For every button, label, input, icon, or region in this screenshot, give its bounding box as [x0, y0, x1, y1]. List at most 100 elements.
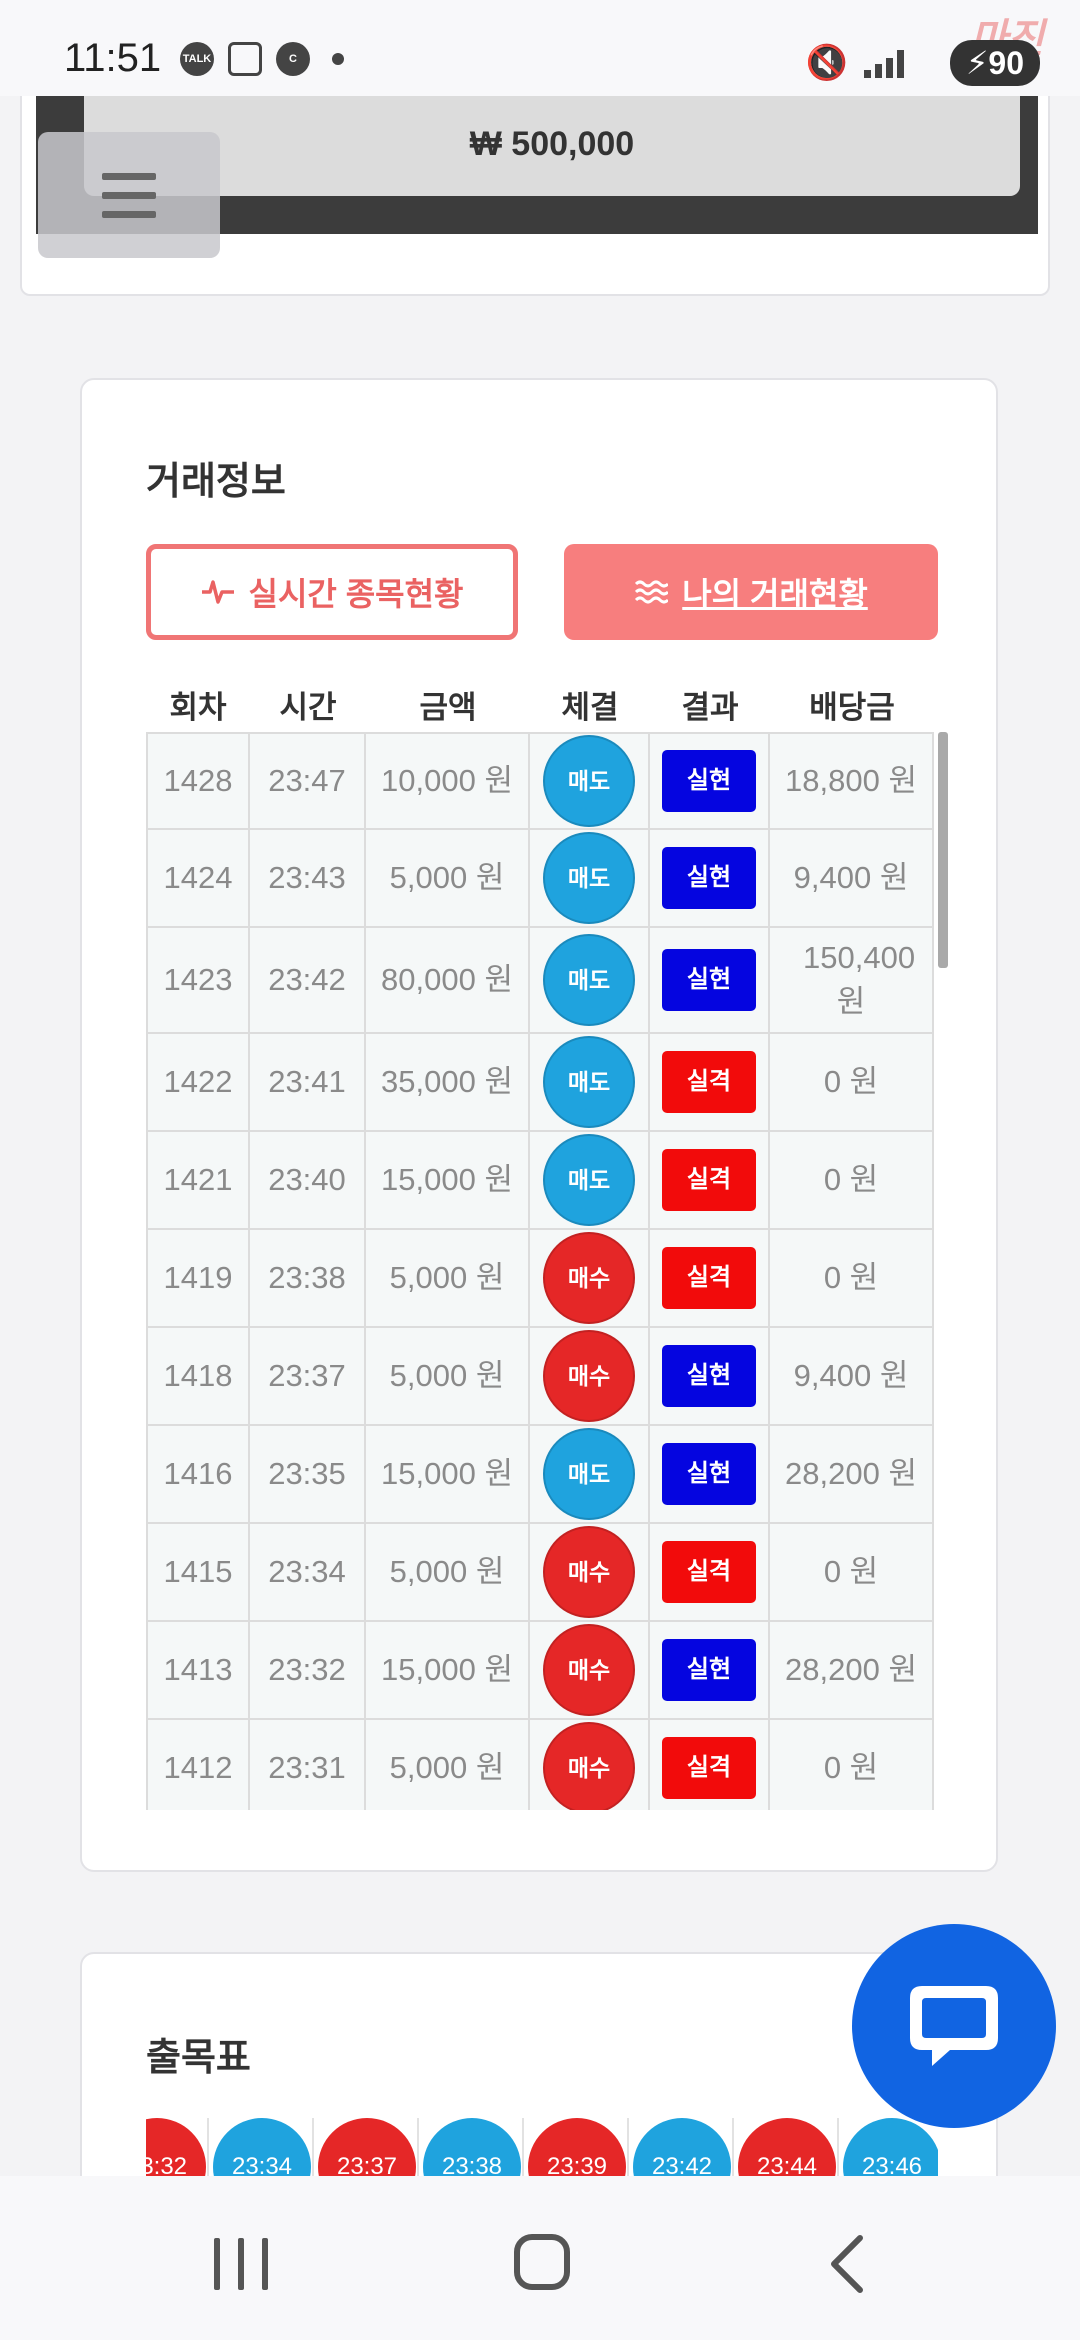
time-value: 23:41 [268, 1064, 346, 1099]
table-scrollbar[interactable] [938, 732, 948, 968]
round-cell: 1421 [146, 1132, 250, 1230]
trade-cell: 매도 [530, 1132, 650, 1230]
time-cell: 23:35 [250, 1426, 366, 1524]
time-value: 23:31 [268, 1750, 346, 1785]
result-cell: 실격 [650, 1132, 770, 1230]
payout-cell: 150,400 원 [770, 928, 934, 1034]
table-row: 1423 23:42 80,000 원 매도 실현 150,400 원 [146, 928, 938, 1034]
amount-cell: 10,000 원 [366, 732, 530, 830]
pulse-icon [201, 580, 234, 604]
hamburger-icon [102, 191, 156, 199]
schedule-title: 출목표 [146, 2037, 251, 2079]
menu-button[interactable] [38, 132, 220, 258]
col-round: 회차 [169, 689, 227, 725]
payout-cell: 0 원 [770, 1524, 934, 1622]
amount-cell: 5,000 원 [366, 830, 530, 928]
talk-icon: TALK [180, 42, 214, 76]
trade-badge: 매도 [543, 1134, 635, 1226]
time-value: 23:47 [268, 763, 346, 798]
result-badge: 실현 [662, 750, 756, 812]
result-badge: 실현 [662, 949, 756, 1011]
result-cell: 실격 [650, 1230, 770, 1328]
recent-apps-button[interactable] [214, 2238, 268, 2290]
trade-cell: 매도 [530, 1034, 650, 1132]
navigation-bar [0, 2176, 1080, 2340]
table-row: 1418 23:37 5,000 원 매수 실현 9,400 원 [146, 1328, 938, 1426]
round-value: 1412 [163, 1750, 233, 1785]
amount-value: 10,000 원 [381, 763, 513, 798]
trade-cell: 매수 [530, 1524, 650, 1622]
col-result: 결과 [681, 689, 739, 725]
table-row: 1413 23:32 15,000 원 매수 실현 28,200 원 [146, 1622, 938, 1720]
col-time: 시간 [279, 689, 337, 725]
trade-badge: 매도 [543, 1036, 635, 1128]
col-trade: 체결 [561, 689, 619, 725]
round-cell: 1415 [146, 1524, 250, 1622]
result-cell: 실현 [650, 1328, 770, 1426]
live-stock-status-button[interactable]: 실시간 종목현황 [146, 544, 518, 640]
payout-value: 9,400 원 [793, 1358, 909, 1393]
status-time: 11:51 [64, 36, 162, 80]
payout-value: 18,800 원 [785, 763, 917, 798]
amount-value: 80,000 원 [381, 962, 513, 997]
amount-cell: 15,000 원 [366, 1132, 530, 1230]
recent-apps-icon [214, 2238, 220, 2290]
result-cell: 실격 [650, 1034, 770, 1132]
trade-badge: 매수 [543, 1624, 635, 1716]
amount-cell: 5,000 원 [366, 1720, 530, 1810]
amount-value: 15,000 원 [381, 1162, 513, 1197]
time-cell: 23:31 [250, 1720, 366, 1810]
result-badge: 실격 [662, 1737, 756, 1799]
chat-bubble-icon [910, 1986, 998, 2066]
amount-cell: 5,000 원 [366, 1328, 530, 1426]
result-cell: 실격 [650, 1524, 770, 1622]
result-cell: 실현 [650, 732, 770, 830]
table-row: 1424 23:43 5,000 원 매도 실현 9,400 원 [146, 830, 938, 928]
more-notifications-icon [332, 53, 344, 65]
round-value: 1428 [163, 763, 233, 798]
hamburger-icon [102, 210, 156, 218]
result-badge: 실격 [662, 1051, 756, 1113]
back-button[interactable] [818, 2234, 878, 2294]
home-button[interactable] [514, 2234, 570, 2290]
chat-button[interactable] [852, 1924, 1056, 2128]
col-amount: 금액 [419, 689, 477, 725]
screenshot-icon [228, 42, 262, 76]
signal-icon [863, 48, 934, 78]
result-badge: 실격 [662, 1149, 756, 1211]
payout-cell: 0 원 [770, 1720, 934, 1810]
table-row: 1415 23:34 5,000 원 매수 실격 0 원 [146, 1524, 938, 1622]
round-value: 1422 [163, 1064, 233, 1099]
system-icons: 🔇 ⚡90 [806, 40, 1040, 86]
round-cell: 1412 [146, 1720, 250, 1810]
round-cell: 1416 [146, 1426, 250, 1524]
payout-cell: 18,800 원 [770, 732, 934, 830]
payout-cell: 0 원 [770, 1230, 934, 1328]
round-cell: 1424 [146, 830, 250, 928]
time-cell: 23:34 [250, 1524, 366, 1622]
time-cell: 23:40 [250, 1132, 366, 1230]
payout-value: 9,400 원 [793, 860, 909, 895]
table-row: 1421 23:40 15,000 원 매도 실격 0 원 [146, 1132, 938, 1230]
table-row: 1422 23:41 35,000 원 매도 실격 0 원 [146, 1034, 938, 1132]
payout-cell: 9,400 원 [770, 1328, 934, 1426]
payout-cell: 28,200 원 [770, 1622, 934, 1720]
result-badge: 실현 [662, 1639, 756, 1701]
c-app-icon: C [276, 42, 310, 76]
amount-cell: 35,000 원 [366, 1034, 530, 1132]
trade-cell: 매도 [530, 928, 650, 1034]
trade-cell: 매도 [530, 732, 650, 830]
table-row: 1428 23:47 10,000 원 매도 실현 18,800 원 [146, 732, 938, 830]
trade-table-body[interactable]: 1428 23:47 10,000 원 매도 실현 18,800 원 1424 23:43 5,… [146, 732, 938, 1810]
trade-cell: 매도 [530, 1426, 650, 1524]
amount-cell: 5,000 원 [366, 1230, 530, 1328]
time-value: 23:34 [268, 1554, 346, 1589]
trade-badge: 매도 [543, 735, 635, 827]
trade-table-header: 회차 시간 금액 체결 결과 배당금 [146, 676, 938, 732]
payout-value: 0 원 [823, 1750, 879, 1785]
result-cell: 실현 [650, 928, 770, 1034]
my-trade-status-button[interactable]: 나의 거래현황 [564, 544, 938, 640]
round-value: 1418 [163, 1358, 233, 1393]
time-cell: 23:38 [250, 1230, 366, 1328]
amount-cell: 15,000 원 [366, 1426, 530, 1524]
